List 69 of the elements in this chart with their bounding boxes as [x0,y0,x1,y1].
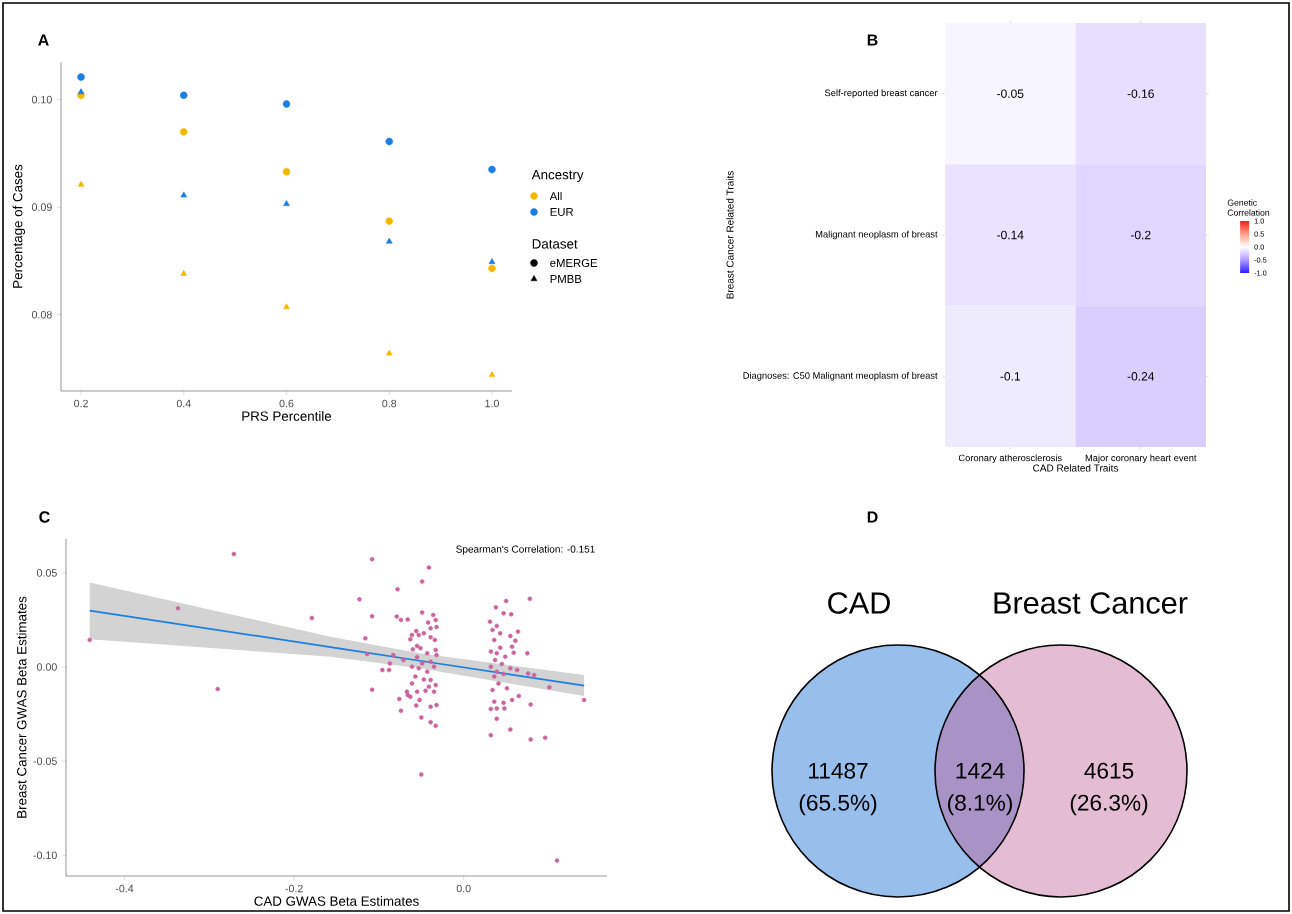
y-tick-label: Diagnoses: C50 Malignant meoplasm of breast [743,371,938,381]
y-tick-label: -0.05 [33,757,57,765]
x-tick-label: 0.2 [74,399,88,408]
x-tick-label: Coronary atherosclerosis [958,454,1062,464]
y-axis-title: Breast Cancer GWAS Beta Estimates [16,596,27,818]
point [180,270,188,276]
point [385,217,393,225]
text: 1424 (8.1%) [948,762,1012,816]
text: 4615 (26.3%) [1070,762,1148,816]
point [283,200,290,206]
point [488,258,496,264]
y-tick-label: 0.09 [31,203,52,211]
y-tick-label: Self-reported breast cancer [824,89,938,99]
x-tick-label: Major coronary heart event [1085,454,1197,464]
x-tick-label: -0.2 [285,884,303,893]
data-label: -0.2 [1130,230,1151,240]
y-tick-label: Malignant neoplasm of breast [815,230,938,240]
point [282,167,291,176]
text: B [867,34,878,46]
y-axis-title: Breast Cancer Related Traits [726,171,734,299]
point [282,100,291,108]
legend-label: All [549,191,562,201]
x-axis-title: PRS Percentile [242,411,332,421]
color-bar-title: Genetic Correlation [1227,199,1270,216]
text: Dataset [532,239,578,249]
point [77,88,85,95]
point [77,73,85,81]
data-label: -0.05 [997,89,1024,98]
point [488,165,496,174]
x-tick-label: -0.4 [115,884,134,893]
point [180,191,188,198]
annotation: Spearman's Correlation: -0.151 [456,545,595,555]
y-tick-label: 0.08 [31,310,52,319]
y-axis-title: Percentage of Cases [12,164,26,288]
x-axis-title: CAD Related Traits [1033,464,1119,472]
point [180,128,188,136]
point [385,349,393,356]
chart-title: A [38,34,49,46]
category-label: Breast Cancer [994,592,1188,614]
text: PMBB [550,275,582,283]
text: 11487 (65.5%) [799,762,877,816]
chart-title: C [39,511,50,523]
text: eMERGE [550,258,598,267]
legend-label: EUR [550,208,574,216]
x-tick-label: 0.4 [176,399,191,408]
category-label: CAD [828,592,890,614]
text: D [867,511,878,523]
data-label: -0.1 [1000,372,1021,381]
x-tick-label: 0.0 [456,884,471,893]
data-label: -0.16 [1127,89,1154,98]
line-series [88,609,585,687]
x-axis-title: CAD GWAS Beta Estimates [254,896,419,906]
legend-title: Ancestry [531,170,584,182]
point [385,237,393,244]
data-label: -0.24 [1127,372,1155,381]
y-tick-label: 0.00 [36,663,57,671]
point [385,137,393,146]
point [180,91,188,100]
x-tick-label: 0.8 [382,399,397,408]
data-label: -0.14 [997,230,1024,240]
point [488,264,496,273]
y-tick-label: 0.05 [36,569,57,577]
y-tick-label: -0.10 [33,851,57,860]
point [77,180,85,187]
point [283,303,290,310]
x-tick-label: 0.6 [279,399,294,408]
point [488,371,496,377]
x-tick-label: 1.0 [485,399,499,408]
y-tick-label: 0.10 [31,95,52,104]
